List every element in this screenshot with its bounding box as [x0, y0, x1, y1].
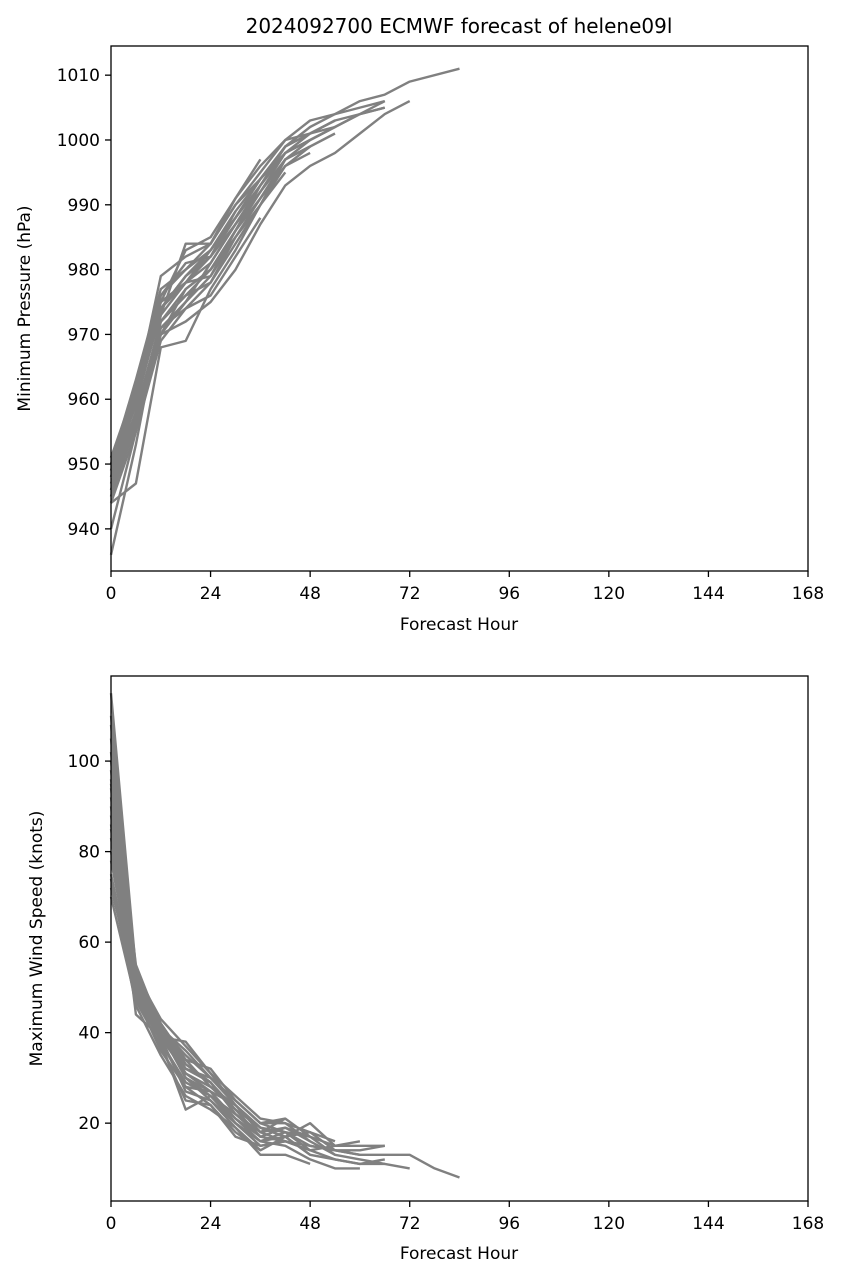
pressure-y-tick-label: 990 [68, 196, 100, 216]
wind-series-line [109, 824, 286, 1148]
wind-x-tick-label: 72 [399, 1214, 421, 1234]
pressure-series-group [109, 67, 460, 556]
pressure-x-tick-label: 24 [200, 584, 222, 604]
wind-y-tick-label: 40 [78, 1024, 100, 1044]
wind-x-tick-label: 0 [106, 1214, 117, 1234]
wind-x-tick-label: 96 [498, 1214, 520, 1234]
pressure-x-tick-label: 72 [399, 584, 421, 604]
pressure-series-line [109, 99, 386, 465]
chart-title: 2024092700 ECMWF forecast of helene09l [246, 14, 673, 38]
wind-series-line [109, 788, 262, 1138]
pressure-series-line [109, 191, 262, 484]
wind-x-axis-label: Forecast Hour [400, 1244, 518, 1264]
pressure-y-tick-label: 950 [68, 455, 100, 475]
wind-series-line [109, 724, 237, 1115]
pressure-series-line [109, 236, 237, 491]
wind-y-axis-label: Maximum Wind Speed (knots) [27, 811, 47, 1067]
wind-series-line [109, 878, 262, 1152]
wind-x-tick-label: 144 [692, 1214, 724, 1234]
pressure-x-tick-label: 120 [593, 584, 625, 604]
pressure-chart: 2024092700 ECMWF forecast of helene09l 0… [15, 14, 824, 635]
pressure-x-tick-label: 0 [106, 584, 117, 604]
pressure-x-tick-label: 168 [792, 584, 824, 604]
pressure-x-tick-label: 48 [299, 584, 321, 604]
pressure-y-tick-label: 940 [68, 520, 100, 540]
pressure-y-tick-label: 1010 [57, 66, 100, 86]
wind-series-line [109, 715, 386, 1166]
wind-y-ticks: 20 40 60 80 100 [68, 752, 111, 1134]
pressure-x-axis-label: Forecast Hour [400, 615, 518, 635]
wind-x-ticks: 0 24 48 72 96 120 144 168 [106, 1201, 824, 1234]
wind-x-tick-label: 168 [792, 1214, 824, 1234]
pressure-y-tick-label: 970 [68, 325, 100, 345]
wind-series-line [109, 751, 286, 1125]
pressure-plot-frame [110, 45, 809, 572]
pressure-y-ticks: 940 950 960 970 980 990 1000 1010 [57, 66, 111, 540]
pressure-y-tick-label: 980 [68, 261, 100, 281]
wind-series-line [109, 860, 311, 1166]
wind-y-tick-label: 60 [78, 933, 100, 953]
wind-chart: 0 24 48 72 96 120 144 168 20 40 60 80 100 Forecast … [27, 675, 824, 1264]
pressure-series-line [109, 106, 386, 459]
pressure-x-ticks: 0 24 48 72 96 120 144 168 [106, 571, 824, 604]
wind-x-tick-label: 48 [299, 1214, 321, 1234]
pressure-series-line [109, 171, 287, 491]
pressure-y-tick-label: 960 [68, 390, 100, 410]
pressure-series-line [109, 210, 237, 471]
wind-x-tick-label: 24 [200, 1214, 222, 1234]
pressure-series-line [110, 106, 386, 504]
pressure-series-line [109, 158, 262, 465]
wind-plot-frame [110, 675, 809, 1202]
wind-x-tick-label: 120 [593, 1214, 625, 1234]
wind-y-tick-label: 20 [78, 1114, 100, 1134]
pressure-series-line [109, 217, 262, 504]
wind-y-tick-label: 100 [68, 752, 100, 772]
pressure-x-tick-label: 96 [498, 584, 520, 604]
pressure-y-tick-label: 1000 [57, 131, 100, 151]
pressure-x-tick-label: 144 [692, 584, 724, 604]
pressure-y-axis-label: Minimum Pressure (hPa) [15, 205, 35, 411]
wind-series-group [109, 693, 460, 1179]
wind-y-tick-label: 80 [78, 843, 100, 863]
